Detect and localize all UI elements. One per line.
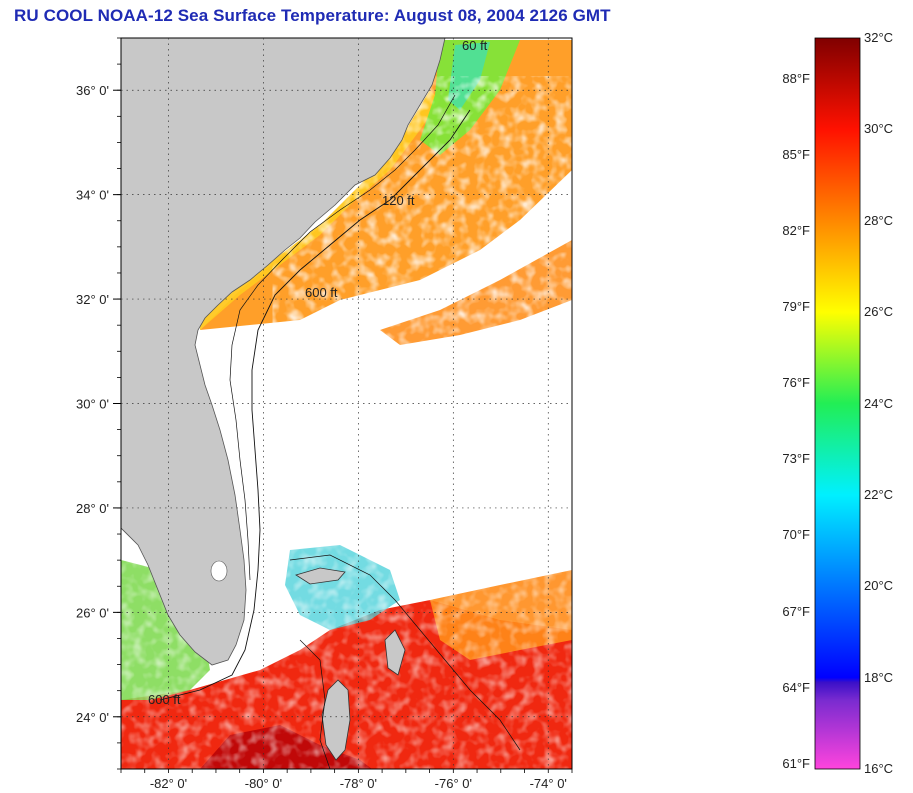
colorbar-f-label: 79°F xyxy=(782,299,810,315)
lat-label: 34° 0' xyxy=(76,188,109,203)
contour-label-120-north: 120 ft xyxy=(382,193,415,208)
contour-600ft xyxy=(159,109,471,701)
lon-label: -78° 0' xyxy=(340,776,377,791)
colorbar-f-label: 82°F xyxy=(782,222,810,238)
colorbar-f-label: 76°F xyxy=(782,375,810,391)
latitude-labels: 36° 0' 34° 0' 32° 0' 30° 0' 28° 0' 26° 0' 24° … xyxy=(76,83,109,725)
colorbar-f-label: 88°F xyxy=(782,70,810,86)
land-grand-bahama xyxy=(295,567,346,585)
contour-label-60-north: 60 ft xyxy=(462,38,488,53)
land-eleuthera xyxy=(384,629,406,676)
contour-bahamas-bank-2 xyxy=(299,639,331,769)
colorbar-f-label: 61°F xyxy=(782,755,810,771)
lat-label: 30° 0' xyxy=(76,397,109,412)
colorbar-c-label: 20°C xyxy=(864,578,894,594)
contour-bahamas-bank xyxy=(289,554,521,751)
colorbar-c-label: 16°C xyxy=(864,761,894,776)
colorbar-f-label: 85°F xyxy=(782,146,810,162)
colorbar-c-label: 26°C xyxy=(864,304,894,320)
map-title: RU COOL NOAA-12 Sea Surface Temperature:… xyxy=(14,6,611,25)
colorbar-c-label: 32°C xyxy=(864,30,894,45)
lat-label: 32° 0' xyxy=(76,292,109,307)
lon-label: -76° 0' xyxy=(435,776,472,791)
lat-label: 36° 0' xyxy=(76,83,109,98)
lon-label: -80° 0' xyxy=(245,776,282,791)
lat-label: 24° 0' xyxy=(76,710,109,725)
lat-label: 26° 0' xyxy=(76,605,109,620)
contour-label-600-north: 600 ft xyxy=(305,285,338,300)
lat-label: 28° 0' xyxy=(76,501,109,516)
colorbar-c-label: 24°C xyxy=(864,395,894,411)
colorbar-c-label: 30°C xyxy=(864,121,894,137)
colorbar-border xyxy=(814,37,861,770)
land-andros xyxy=(321,679,351,761)
colorbar-c-label: 28°C xyxy=(864,212,894,228)
colorbar xyxy=(815,38,860,769)
colorbar-f-label: 73°F xyxy=(782,451,810,467)
lake-okeechobee xyxy=(210,560,228,582)
map-content: 600 ft 120 ft 600 ft 60 ft xyxy=(121,38,572,769)
colorbar-f-label: 67°F xyxy=(782,603,810,619)
colorbar-c-label: 18°C xyxy=(864,669,894,685)
colorbar-f-label: 70°F xyxy=(782,527,810,543)
lon-label: -74° 0' xyxy=(530,776,567,791)
longitude-labels: -82° 0' -80° 0' -78° 0' -76° 0' -74° 0' xyxy=(150,776,567,791)
colorbar-c-label: 22°C xyxy=(864,486,894,502)
contour-120ft xyxy=(229,94,456,581)
contour-label-600-south: 600 ft xyxy=(148,692,181,707)
land-us-coast xyxy=(121,38,446,666)
colorbar-f-label: 64°F xyxy=(782,679,810,695)
graticule xyxy=(113,37,573,773)
sst-region-north-cyan xyxy=(448,42,490,110)
lon-label: -82° 0' xyxy=(150,776,187,791)
